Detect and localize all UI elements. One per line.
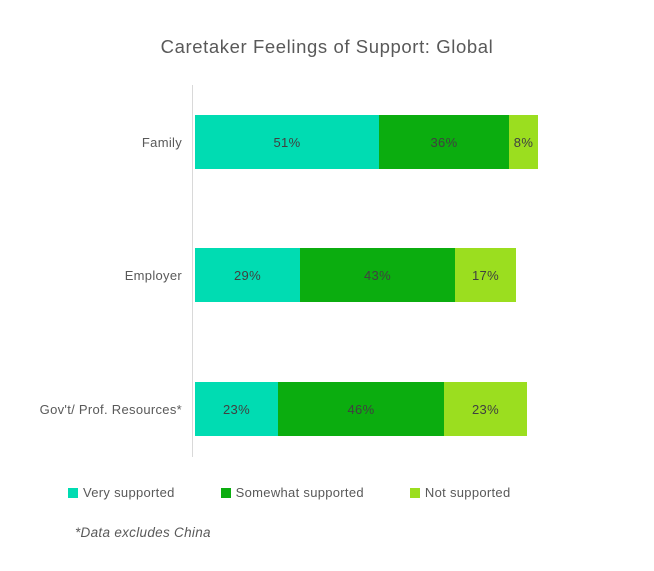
legend-swatch-not-supported-icon [409, 487, 420, 498]
legend-swatch-somewhat-supported-icon [220, 487, 231, 498]
legend-label-not-supported: Not supported [424, 485, 511, 500]
bar-track: 51% 36% 8% [195, 115, 538, 169]
bar-segment: 23% [195, 382, 278, 436]
bar-segment: 36% [379, 115, 509, 169]
bar-segment: 46% [278, 382, 444, 436]
bar-track: 23% 46% 23% [195, 382, 527, 436]
bar-segment: 8% [509, 115, 538, 169]
bar-track: 29% 43% 17% [195, 248, 516, 302]
category-label: Family [141, 134, 182, 150]
legend-label-somewhat-supported: Somewhat supported [235, 485, 364, 500]
category-label: Employer [124, 267, 182, 283]
bar-segment: 51% [195, 115, 379, 169]
bar-segment: 17% [455, 248, 516, 302]
category-label: Gov't/ Prof. Resources* [39, 401, 182, 417]
bar-segment: 43% [300, 248, 455, 302]
legend-item-very-supported: Very supported [68, 485, 175, 500]
bar-segment: 29% [195, 248, 300, 302]
legend: Very supported Somewhat supported Not su… [68, 485, 510, 500]
legend-label-very-supported: Very supported [83, 485, 175, 500]
bar-segment: 23% [444, 382, 527, 436]
footnote: *Data excludes China [75, 525, 211, 540]
legend-swatch-very-supported-icon [68, 487, 78, 498]
y-axis-line [192, 85, 193, 457]
legend-item-somewhat-supported: Somewhat supported [220, 485, 364, 500]
bar-row: Gov't/ Prof. Resources* 23% 46% 23% [0, 382, 654, 436]
bar-row: Employer 29% 43% 17% [0, 248, 654, 302]
legend-item-not-supported: Not supported [409, 485, 511, 500]
bar-row: Family 51% 36% 8% [0, 115, 654, 169]
chart-title: Caretaker Feelings of Support: Global [160, 36, 494, 57]
